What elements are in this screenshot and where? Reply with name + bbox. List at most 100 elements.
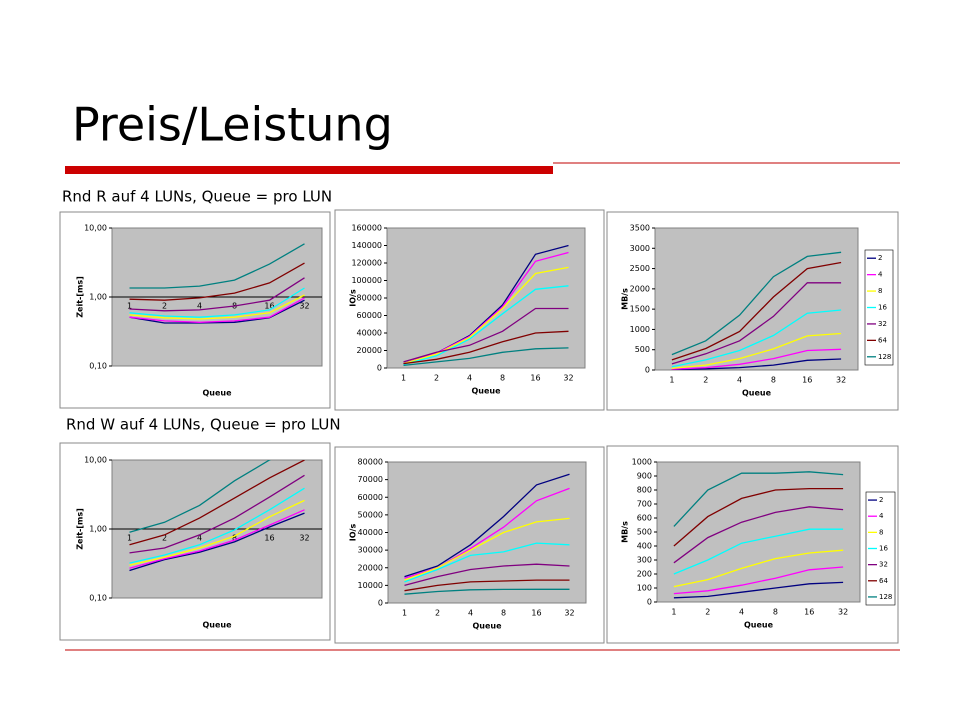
x-tick-label: 32 [836,376,846,385]
y-tick-label: 10,00 [84,224,107,233]
y-axis-title: IO/s [349,289,358,307]
y-tick-label: 60000 [358,493,383,502]
series-line [403,330,569,365]
x-tick-label: 1 [401,374,406,383]
series-line [673,528,844,575]
series-line [671,332,842,370]
x-tick-label: 16 [804,608,814,617]
series-line [403,251,569,365]
series-line [404,473,570,578]
y-tick-label: 70000 [358,475,383,484]
series-line [671,261,842,361]
series-line [129,509,305,569]
series-line [673,566,844,595]
y-tick-label: 300 [637,556,652,565]
legend-label: 8 [879,528,883,536]
series-line [404,588,570,595]
y-tick-label: 500 [637,528,652,537]
y-tick-label: 900 [637,472,652,481]
y-tick-label: 80000 [358,458,383,467]
plot-area [656,461,861,603]
legend-label: 4 [878,271,883,279]
y-tick-label: 1000 [630,325,650,334]
x-tick-label: 2 [435,609,440,618]
y-tick-label: 200 [637,570,652,579]
x-tick-label: 2 [162,534,167,543]
x-tick-label: 4 [737,376,742,385]
x-axis-title: Queue [202,389,232,398]
plot-lines [404,473,570,595]
x-axis-title: Queue [744,621,774,630]
y-axis-title: Zeit-[ms] [76,508,85,550]
section-heading: Rnd R auf 4 LUNs, Queue = pro LUN [62,188,332,206]
x-tick-label: 2 [162,302,167,311]
y-tick-label: 100000 [351,276,382,285]
series-line [671,348,842,370]
legend-label: 8 [878,287,882,295]
x-tick-label: 4 [739,608,744,617]
legend-label: 32 [879,561,888,569]
y-tick-label: 30000 [358,546,383,555]
series-line [671,358,842,370]
x-tick-label: 8 [501,609,506,618]
x-tick-label: 16 [530,374,540,383]
legend-label: 16 [878,304,887,312]
y-axis-title: IO/s [349,524,358,542]
y-tick-label: 100 [637,584,652,593]
y-tick-label: 0,10 [89,362,107,371]
y-tick-label: 2500 [630,264,650,273]
legend-label: 4 [879,512,884,520]
x-tick-label: 1 [671,608,676,617]
plot-lines [671,251,842,370]
y-tick-label: 1,00 [89,525,107,534]
series-line [673,581,844,599]
series-line [129,297,305,323]
x-tick-label: 8 [500,374,505,383]
x-tick-label: 32 [564,609,574,618]
legend-label: 128 [879,593,892,601]
x-axis-title: Queue [471,387,501,396]
x-tick-label: 1 [127,302,132,311]
x-tick-label: 1 [402,609,407,618]
x-tick-label: 4 [197,302,202,311]
x-axis-title: Queue [472,622,502,631]
y-tick-label: 0 [647,598,652,607]
series-line [129,460,305,546]
series-line [673,471,844,527]
series-line [673,487,844,547]
y-tick-label: 50000 [358,510,383,519]
y-tick-label: 40000 [358,528,383,537]
x-tick-label: 2 [705,608,710,617]
x-tick-label: 16 [802,376,812,385]
x-tick-label: 8 [773,608,778,617]
legend-label: 32 [878,320,887,328]
legend-label: 64 [879,577,888,585]
y-tick-label: 60000 [357,311,382,320]
y-tick-label: 3500 [630,224,650,233]
series-line [403,347,569,367]
x-axis-title: Queue [202,621,232,630]
series-line [673,506,844,564]
series-line [129,499,305,566]
plot-lines [129,460,305,572]
x-tick-label: 32 [563,374,573,383]
y-tick-label: 400 [637,542,652,551]
series-line [129,487,305,564]
x-tick-label: 16 [264,302,274,311]
series-line [404,517,570,581]
plot-lines [673,471,844,599]
x-tick-label: 1 [127,534,132,543]
y-tick-label: 140000 [351,241,382,250]
x-tick-label: 4 [197,534,202,543]
series-line [129,474,305,554]
x-tick-label: 32 [299,534,309,543]
y-tick-label: 1,00 [89,293,107,302]
legend-label: 64 [878,336,887,344]
series-line [129,287,305,318]
x-axis-title: Queue [742,389,772,398]
series-line [129,460,271,533]
y-tick-label: 0,10 [89,594,107,603]
x-tick-label: 32 [299,302,309,311]
y-tick-label: 120000 [351,259,382,268]
